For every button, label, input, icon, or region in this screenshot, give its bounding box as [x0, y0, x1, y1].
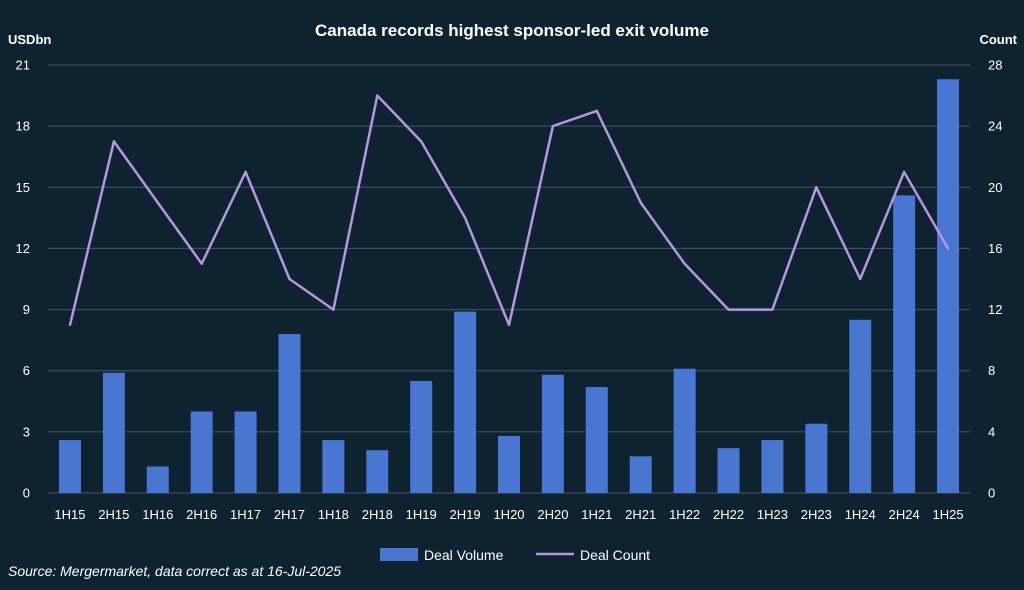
x-tick-label: 1H20 [493, 507, 524, 522]
bar-deal-volume-1H18 [322, 440, 345, 493]
x-tick-label: 1H15 [54, 507, 85, 522]
bar-deal-volume-2H19 [454, 311, 477, 493]
x-tick-label: 1H18 [318, 507, 349, 522]
y-left-tick-label: 21 [16, 58, 30, 73]
point-deal-count-2H23 [815, 186, 818, 189]
legend: Deal Volume Deal Count [380, 547, 650, 563]
y-left-tick-label: 3 [23, 424, 30, 439]
point-deal-count-2H20 [551, 124, 555, 128]
x-tick-label: 2H18 [362, 507, 393, 522]
deal-volume-bars [58, 79, 960, 494]
bar-deal-volume-2H22 [717, 448, 740, 493]
point-deal-count-1H24 [859, 277, 862, 281]
x-tick-label: 2H22 [713, 507, 744, 522]
x-tick-labels: 1H15 2H15 1H16 2H16 1H17 2H17 1H18 2H18 1H19 2H19… [54, 507, 963, 522]
x-tick-label: 1H17 [230, 507, 261, 522]
bar-deal-volume-2H17 [278, 334, 301, 493]
bar-deal-volume-1H22 [673, 368, 696, 493]
bar-deal-volume-2H23 [805, 423, 828, 493]
point-deal-count-2H17 [288, 277, 291, 281]
x-tick-label: 2H23 [801, 507, 832, 522]
point-deal-count-1H17 [244, 170, 247, 174]
bar-deal-volume-1H17 [234, 411, 257, 493]
bar-deal-volume-1H21 [585, 387, 608, 493]
source-note: Source: Mergermarket, data correct as at… [8, 563, 341, 579]
point-deal-count-2H21 [639, 201, 642, 204]
point-deal-count-1H18 [332, 308, 335, 311]
x-tick-label: 2H16 [186, 507, 217, 522]
x-tick-label: 2H19 [450, 507, 481, 522]
y-right-tick-label: 0 [988, 486, 995, 501]
y-left-axis-title: USDbn [8, 32, 51, 47]
deal-count-line-group [68, 94, 950, 327]
x-tick-label: 1H23 [757, 507, 788, 522]
point-deal-count-1H23 [771, 308, 774, 311]
point-deal-count-1H19 [419, 140, 423, 143]
bar-deal-volume-1H20 [498, 435, 520, 493]
y-right-tick-label: 20 [988, 180, 1002, 195]
point-deal-count-1H22 [683, 262, 686, 265]
y-right-tick-labels: 0 4 8 12 16 20 24 28 [988, 58, 1002, 501]
bar-deal-volume-2H16 [190, 411, 213, 493]
bar-deal-volume-1H25 [937, 79, 960, 494]
point-deal-count-1H15 [68, 323, 72, 327]
legend-swatch-deal-volume [380, 548, 418, 561]
bar-deal-volume-1H15 [58, 440, 81, 493]
point-deal-count-1H25 [946, 247, 950, 250]
x-tick-label: 1H24 [845, 507, 876, 522]
x-tick-label: 2H24 [889, 507, 920, 522]
bar-deal-volume-2H18 [366, 450, 389, 493]
point-deal-count-1H20 [507, 323, 511, 327]
y-left-tick-label: 15 [16, 180, 30, 195]
bar-deal-volume-2H20 [541, 374, 564, 493]
bar-deal-volume-1H16 [146, 466, 169, 493]
y-right-tick-label: 24 [988, 119, 1002, 134]
x-tick-label: 1H19 [406, 507, 437, 522]
point-deal-count-2H15 [112, 140, 116, 143]
x-tick-label: 1H16 [142, 507, 173, 522]
point-deal-count-1H16 [156, 201, 159, 204]
bar-deal-volume-2H24 [893, 195, 916, 493]
legend-label-deal-count: Deal Count [580, 547, 650, 563]
x-tick-label: 1H22 [669, 507, 700, 522]
point-deal-count-2H16 [200, 262, 203, 265]
point-deal-count-2H22 [727, 308, 730, 311]
y-left-tick-label: 6 [23, 363, 30, 378]
x-tick-label: 2H15 [98, 507, 129, 522]
y-right-tick-label: 16 [988, 241, 1002, 256]
point-deal-count-2H19 [463, 216, 467, 220]
bar-deal-volume-1H24 [849, 319, 872, 493]
y-right-tick-label: 8 [988, 363, 995, 378]
x-tick-label: 2H17 [274, 507, 305, 522]
bar-deal-volume-1H19 [410, 380, 433, 493]
point-deal-count-2H24 [902, 170, 906, 174]
chart-title: Canada records highest sponsor-led exit … [315, 21, 709, 40]
y-left-tick-label: 0 [23, 486, 30, 501]
y-left-tick-label: 12 [16, 241, 30, 256]
y-left-tick-label: 9 [23, 302, 30, 317]
deal-count-line [68, 94, 950, 327]
y-left-tick-labels: 0 3 6 9 12 15 18 21 [16, 58, 30, 501]
point-deal-count-2H18 [376, 94, 379, 97]
gridlines [48, 64, 970, 494]
bar-deal-volume-2H21 [629, 456, 652, 493]
y-left-tick-label: 18 [16, 119, 30, 134]
y-right-tick-label: 4 [988, 424, 995, 439]
x-tick-label: 2H20 [537, 507, 568, 522]
y-right-tick-label: 12 [988, 302, 1002, 317]
y-right-axis-title: Count [979, 32, 1017, 47]
x-tick-label: 2H21 [625, 507, 656, 522]
legend-label-deal-volume: Deal Volume [424, 547, 504, 563]
point-deal-count-1H21 [595, 109, 599, 113]
y-right-tick-label: 28 [988, 58, 1002, 73]
bar-deal-volume-2H15 [102, 372, 125, 493]
bar-deal-volume-1H23 [761, 440, 784, 493]
x-tick-label: 1H21 [581, 507, 612, 522]
x-tick-label: 1H25 [933, 507, 964, 522]
